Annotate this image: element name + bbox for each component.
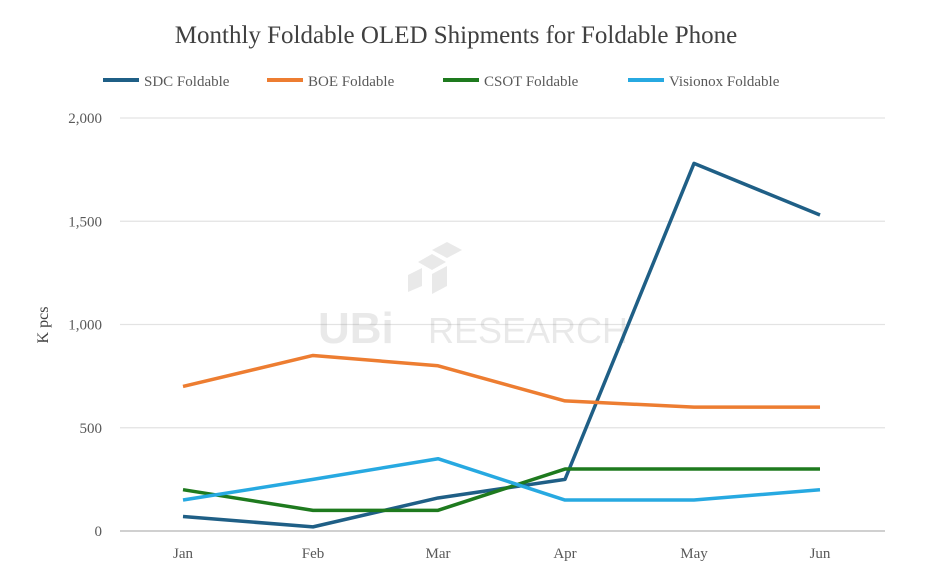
x-tick-label: Jan (173, 546, 193, 562)
y-tick-label: 1,000 (68, 318, 102, 334)
svg-text:RESEARCH: RESEARCH (428, 310, 628, 351)
series-line-visionox-foldable (182, 456, 821, 502)
series-lines (182, 161, 821, 529)
x-tick-label: Jun (810, 546, 831, 562)
y-axis-ticks: 0 500 1,000 1,500 2,000 (68, 111, 102, 540)
legend: SDC Foldable BOE Foldable CSOT Foldable Vis… (103, 74, 780, 90)
x-tick-label: May (680, 546, 708, 562)
series-line-csot-foldable (182, 467, 820, 513)
legend-label: Visionox Foldable (669, 74, 780, 90)
svg-text:UBi: UBi (318, 304, 394, 353)
series-line-boe-foldable (182, 353, 820, 409)
watermark-logo: UBi RESEARCH (318, 242, 628, 353)
legend-label: BOE Foldable (308, 74, 395, 90)
x-tick-label: Apr (553, 546, 576, 562)
x-tick-label: Mar (426, 546, 451, 562)
chart-title: Monthly Foldable OLED Shipments for Fold… (175, 22, 737, 49)
gridlines (120, 117, 885, 532)
y-tick-label: 1,500 (68, 214, 102, 230)
y-tick-label: 2,000 (68, 111, 102, 127)
x-tick-label: Feb (302, 546, 325, 562)
legend-label: CSOT Foldable (484, 74, 579, 90)
x-axis-ticks: Jan Feb Mar Apr May Jun (173, 546, 831, 562)
y-tick-label: 500 (80, 421, 103, 437)
legend-label: SDC Foldable (144, 74, 230, 90)
y-axis-label: K pcs (35, 307, 52, 344)
y-tick-label: 0 (95, 524, 103, 540)
